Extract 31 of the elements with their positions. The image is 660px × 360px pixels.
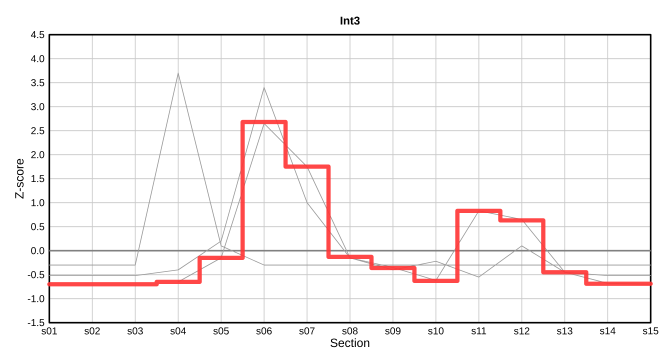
x-tick-label: s11 — [471, 327, 486, 334]
y-axis-title: Z-score — [15, 158, 24, 199]
y-tick-label: 4.5 — [30, 31, 44, 38]
x-tick-label: s02 — [84, 327, 100, 334]
y-tick-label: 2.5 — [31, 127, 44, 134]
x-tick-label: s14 — [600, 327, 616, 334]
x-tick-label: s09 — [385, 327, 401, 334]
y-tick-label: 2.0 — [31, 151, 44, 158]
y-tick-label: 3.0 — [31, 103, 44, 110]
y-tick-label: 0.0 — [31, 247, 44, 254]
x-tick-label: s06 — [256, 327, 272, 334]
y-tick-label: 1.5 — [32, 175, 44, 182]
x-tick-label: s08 — [342, 327, 358, 334]
y-tick-label: 1.0 — [32, 199, 44, 206]
x-tick-label: s05 — [213, 327, 229, 334]
y-tick-label: -0.5 — [28, 271, 44, 278]
x-tick-label: s12 — [514, 327, 530, 334]
y-tick-label: -1.0 — [28, 295, 44, 302]
x-tick-label: s01 — [42, 327, 57, 334]
x-tick-label: s10 — [428, 327, 444, 334]
x-tick-label: s07 — [299, 327, 315, 334]
y-tick-label: 3.5 — [31, 79, 44, 86]
x-tick-label: s15 — [642, 327, 658, 334]
x-tick-label: s04 — [170, 327, 186, 334]
y-tick-label: -1.5 — [28, 319, 44, 326]
x-tick-label: s03 — [127, 327, 143, 334]
x-tick-label: s13 — [556, 327, 572, 334]
chart-title: Int3 — [340, 16, 360, 25]
y-tick-label: 0.5 — [31, 223, 44, 230]
y-tick-label: 4.0 — [30, 55, 44, 62]
x-axis-title: Section — [330, 338, 370, 348]
